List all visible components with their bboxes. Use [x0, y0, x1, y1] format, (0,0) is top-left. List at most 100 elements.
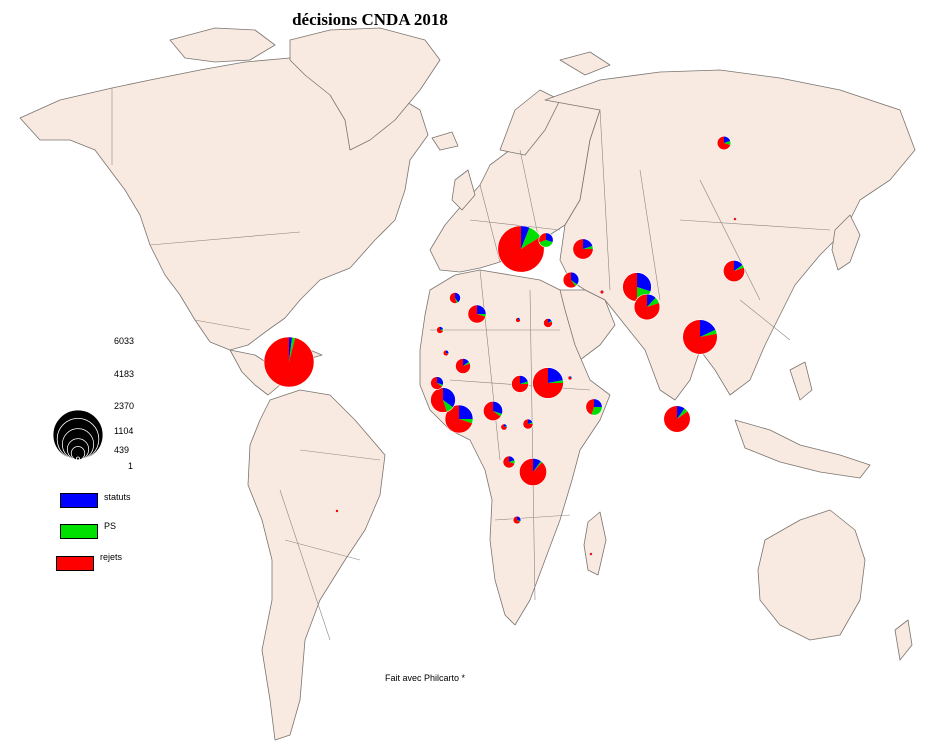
pie-outline [572, 238, 594, 260]
country-pie-symbol [444, 404, 474, 434]
pie-slice-ps [455, 298, 459, 304]
pie-slice-ps [539, 240, 553, 248]
pie-slice-statuts [518, 317, 521, 320]
pie-outline [430, 387, 456, 413]
pie-slice-ps [570, 377, 573, 379]
pie-outline [538, 232, 554, 248]
pie-slice-statuts [637, 272, 652, 292]
pie-slice-statuts [571, 272, 579, 285]
country-border [599, 109, 611, 291]
pie-outline [532, 367, 564, 399]
pie-slice-statuts [459, 404, 474, 420]
pie-slice-rejets [723, 260, 745, 282]
country-border [639, 169, 661, 301]
pie-slice-ps [602, 290, 604, 292]
pie-slice-ps [677, 408, 688, 419]
country-pie-symbol [263, 336, 315, 388]
pie-slice-ps [493, 411, 503, 417]
pie-slice-ps [509, 460, 516, 464]
landmass-asia [544, 69, 916, 401]
country-pie-symbol [515, 317, 521, 323]
country-pie-symbol [512, 515, 522, 525]
pie-slice-ps [700, 329, 718, 337]
pie-slice-rejets [449, 292, 457, 304]
pie-slice-ps [548, 380, 564, 384]
pie-outline [442, 349, 450, 357]
pie-slice-ps [533, 460, 543, 472]
country-pie-symbol [430, 387, 456, 413]
country-border [739, 299, 791, 341]
country-pie-symbol [633, 293, 661, 321]
pie-slice-rejets [600, 290, 604, 294]
pie-slice-statuts [446, 350, 449, 354]
pie-slice-rejets [497, 225, 545, 273]
landmass-indonesia [734, 419, 871, 479]
pie-slice-statuts [677, 405, 685, 419]
pie-slice-statuts [520, 375, 529, 384]
country-pie-symbol [572, 238, 594, 260]
pie-outline [663, 405, 691, 433]
legend-swatch-rejets [56, 556, 94, 571]
pie-slice-rejets [443, 350, 449, 356]
landmass-uk [451, 169, 476, 211]
pie-outline [633, 293, 661, 321]
legend-size-label: 439 [114, 445, 130, 455]
symbol-layer [263, 135, 745, 556]
legend-label-rejets: rejets [100, 552, 123, 562]
pie-outline [500, 423, 508, 431]
pie-outline [444, 404, 474, 434]
country-pie-symbol [585, 398, 603, 416]
pie-slice-statuts [594, 398, 603, 408]
pie-slice-statuts [583, 238, 593, 249]
pie-slice-statuts [509, 455, 515, 462]
country-border [479, 184, 501, 263]
country-border [519, 149, 541, 246]
country-border [279, 489, 331, 641]
pie-slice-ps [734, 264, 745, 271]
pie-slice-statuts [735, 217, 736, 219]
country-pie-symbol [502, 455, 516, 469]
pie-slice-ps [440, 328, 444, 332]
pie-slice-statuts [443, 387, 456, 408]
country-pie-symbol [483, 401, 503, 421]
country-border [149, 231, 301, 246]
pie-slice-ps [647, 297, 660, 307]
pie-slice-statuts [521, 225, 530, 249]
pie-outline [436, 326, 444, 334]
pie-slice-statuts [533, 458, 542, 472]
country-pie-symbol [455, 358, 471, 374]
landmass-australia [757, 509, 866, 641]
country-pie-symbol [436, 326, 444, 334]
pie-outline [455, 358, 471, 374]
pie-slice-rejets [263, 337, 314, 387]
pie-slice-statuts [591, 552, 592, 554]
legend-size-circles [52, 409, 104, 461]
pie-slice-ps [443, 400, 454, 412]
country-border [479, 269, 501, 461]
country-pie-symbol [532, 367, 564, 399]
landmass-south-america [247, 389, 386, 741]
legend-label-statuts: statuts [104, 492, 131, 502]
pie-outline [543, 318, 553, 328]
pie-slice-rejets [513, 516, 521, 524]
pie-slice-rejets [634, 294, 660, 320]
country-border [679, 219, 831, 231]
country-pie-symbol [538, 232, 554, 248]
pie-slice-rejets [335, 509, 339, 513]
pie-slice-rejets [567, 375, 573, 381]
pie-slice-ps [504, 426, 508, 428]
landmass-africa [419, 269, 611, 626]
country-pie-symbol [562, 271, 580, 289]
legend-size-circle [76, 456, 80, 461]
pie-slice-statuts [455, 292, 461, 303]
country-pie-symbol [567, 375, 573, 381]
pie-slice-ps [463, 361, 471, 366]
pie-outline [519, 458, 547, 486]
pie-slice-statuts [504, 423, 508, 427]
country-pie-symbol [511, 375, 529, 393]
legend-size-label: 1104 [114, 426, 134, 436]
legend-size-label: 1 [128, 461, 134, 471]
pie-outline [511, 375, 529, 393]
pie-slice-statuts [647, 294, 656, 307]
country-pie-symbol [682, 319, 718, 355]
